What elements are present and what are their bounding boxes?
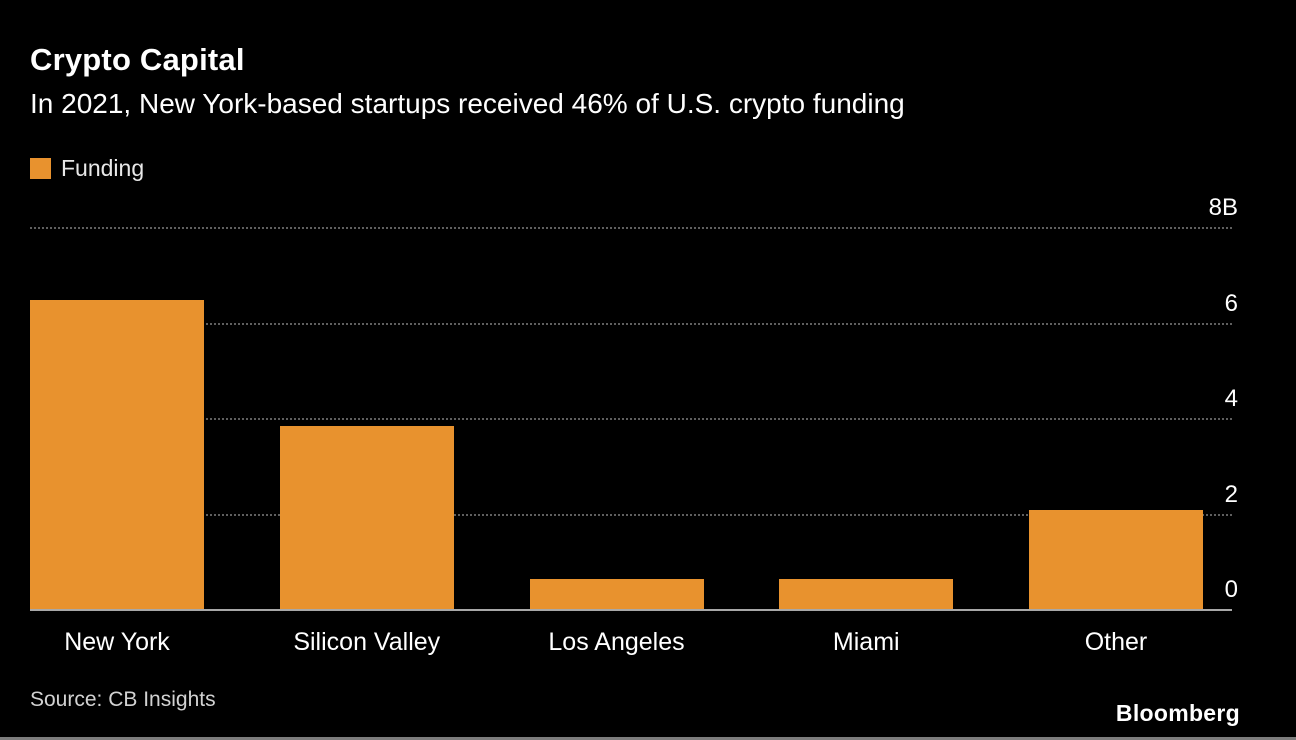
y-axis-label: 8B <box>1208 194 1238 221</box>
bloomberg-logo: Bloomberg <box>1115 700 1240 726</box>
gridline <box>30 418 1232 420</box>
y-axis-label: 6 <box>1224 289 1238 317</box>
x-axis-label: Other <box>1084 628 1148 656</box>
y-axis-label: 2 <box>1224 480 1238 508</box>
x-axis-label: Miami <box>832 628 900 656</box>
x-axis-label: New York <box>64 628 170 656</box>
legend-swatch-icon <box>30 158 51 179</box>
gridline <box>30 322 1232 325</box>
zero-baseline <box>30 609 1232 611</box>
gridline <box>30 227 1232 229</box>
bar <box>779 578 954 610</box>
x-axis-label: Silicon Valley <box>293 628 441 656</box>
chart-subtitle: In 2021, New York-based startups receive… <box>30 88 905 119</box>
bar <box>529 578 704 610</box>
bottom-rule <box>0 737 1296 740</box>
source-note: Source: CB Insights <box>30 688 216 711</box>
x-axis-label: Los Angeles <box>548 628 685 656</box>
bar <box>1029 509 1203 610</box>
y-axis-label: 4 <box>1224 385 1238 412</box>
bar <box>30 299 204 610</box>
legend-label: Funding <box>61 155 145 181</box>
chart-title: Crypto Capital <box>30 42 245 77</box>
bar <box>279 426 454 610</box>
y-axis-label: 0 <box>1224 576 1238 603</box>
gridline <box>30 513 1232 516</box>
legend: Funding <box>30 155 144 182</box>
